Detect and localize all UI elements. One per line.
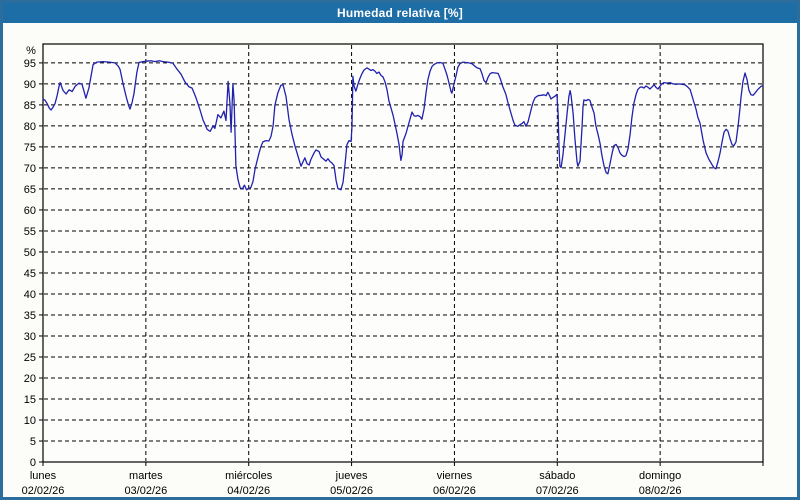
y-tick-label: 95 <box>24 58 36 70</box>
y-tick-label: 45 <box>24 268 36 280</box>
y-tick-label: 65 <box>24 184 36 196</box>
y-gridlines <box>44 62 762 442</box>
y-tick-label: 35 <box>24 310 36 322</box>
y-ticks <box>39 62 43 463</box>
x-date-label: 02/02/26 <box>22 485 65 497</box>
y-tick-label: 5 <box>30 436 36 448</box>
chart-title-bar: Humedad relativa [%] <box>3 3 797 23</box>
chart-area: 0 5 10 15 20 25 30 35 40 45 50 55 60 65 70 75 80 85 90 95% l… <box>3 3 797 497</box>
y-tick-label: 75 <box>24 142 36 154</box>
humidity-line <box>42 60 764 191</box>
y-tick-label: 30 <box>24 331 36 343</box>
x-day-label: sábado <box>539 470 575 482</box>
y-tick-label: 80 <box>24 121 36 133</box>
y-tick-label: 60 <box>24 205 36 217</box>
y-tick-label: 90 <box>24 79 36 91</box>
x-day-label: domingo <box>639 470 681 482</box>
x-day-label: lunes <box>30 470 57 482</box>
y-tick-label: 85 <box>24 100 36 112</box>
y-tick-label: 0 <box>30 457 36 469</box>
x-day-label: viernes <box>437 470 473 482</box>
x-date-label: 05/02/26 <box>330 485 373 497</box>
x-date-label: 07/02/26 <box>536 485 579 497</box>
chart-title: Humedad relativa [%] <box>336 6 464 20</box>
x-date-label: 04/02/26 <box>227 485 270 497</box>
y-tick-label: 10 <box>24 415 36 427</box>
y-tick-label: 55 <box>24 226 36 238</box>
x-day-label: jueves <box>335 470 368 482</box>
plot-background <box>43 44 763 462</box>
x-gridlines <box>42 45 764 466</box>
y-tick-label: 40 <box>24 289 36 301</box>
y-tick-label: 15 <box>24 394 36 406</box>
x-axis-labels: lunes 02/02/26 martes 03/02/26 miércoles 04/0… <box>22 470 682 497</box>
y-tick-label: 25 <box>24 352 36 364</box>
x-date-label: 03/02/26 <box>124 485 167 497</box>
y-tick-label: 50 <box>24 247 36 259</box>
x-day-label: miércoles <box>225 470 273 482</box>
y-tick-label: 20 <box>24 373 36 385</box>
y-tick-label: 70 <box>24 163 36 175</box>
plot-border <box>42 43 764 463</box>
x-date-label: 06/02/26 <box>433 485 476 497</box>
x-date-label: 08/02/26 <box>639 485 682 497</box>
humidity-chart: 0 5 10 15 20 25 30 35 40 45 50 55 60 65 70 75 80 85 90 95% l… <box>22 43 764 497</box>
y-tick-labels: 0 5 10 15 20 25 30 35 40 45 50 55 60 65 70 75 80 85 90 95 <box>24 58 36 469</box>
x-day-label: martes <box>129 470 163 482</box>
y-axis-unit-label: % <box>26 45 36 57</box>
